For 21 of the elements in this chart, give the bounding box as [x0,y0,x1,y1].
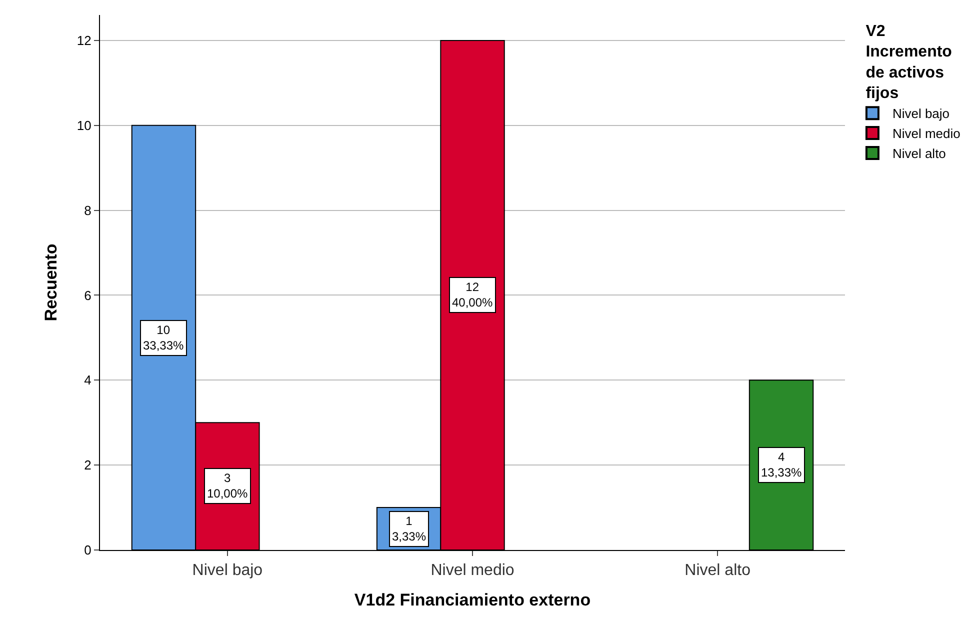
y-tick-label: 10 [76,118,92,133]
data-label: 10 33,33% [143,323,184,353]
y-axis-title: Recuento [41,244,60,322]
y-tick-label: 12 [76,33,92,48]
data-label: 3 10,00% [207,471,248,501]
data-label: 4 13,33% [761,450,802,480]
data-label: 12 40,00% [452,280,494,310]
legend-label: Nivel medio [892,126,960,142]
y-tick-label: 8 [84,202,92,218]
y-tick-label: 4 [84,372,92,388]
y-tick-label: 2 [84,458,92,473]
x-tick-label: Nivel bajo [192,562,263,580]
legend-title: V2 Incremento de activos fijos [866,22,952,102]
legend-label: Nivel bajo [892,106,950,122]
data-label: 1 3,33% [392,514,426,544]
legend-label: Nivel alto [892,146,946,162]
y-tick-label: 0 [84,542,92,558]
x-axis-title: V1d2 Financiamiento externo [354,590,591,610]
y-tick-label: 6 [84,288,92,303]
x-tick-label: Nivel alto [684,562,751,580]
x-tick-label: Nivel medio [430,562,514,580]
